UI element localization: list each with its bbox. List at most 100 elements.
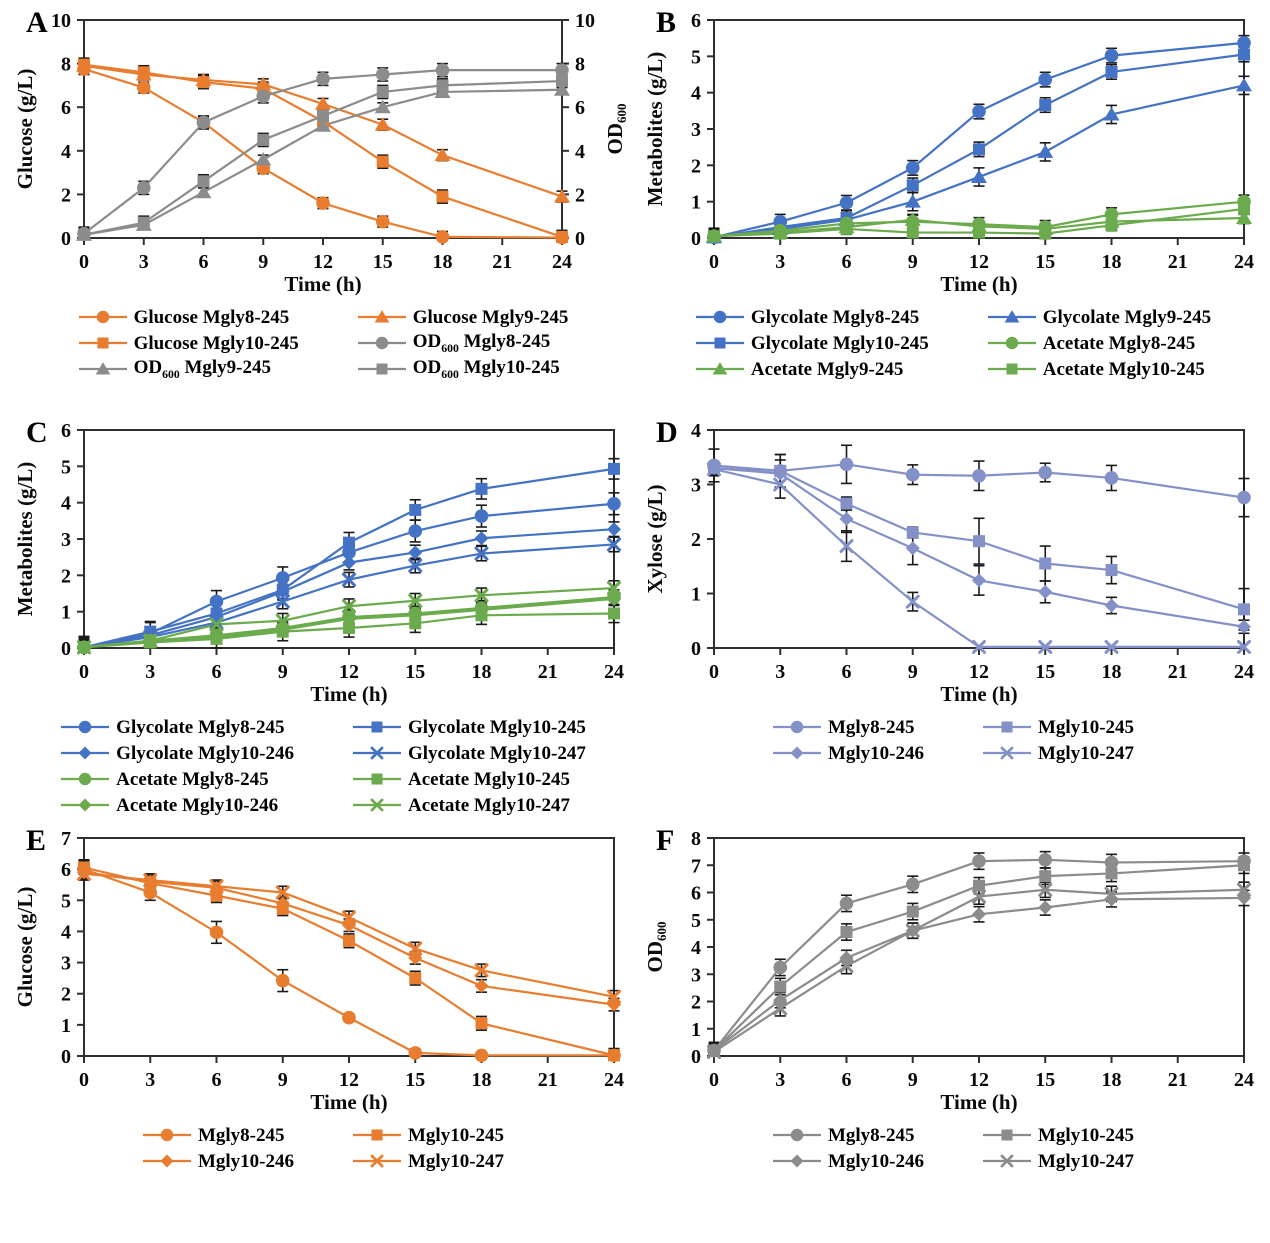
x-tick-label: 15 xyxy=(1035,1069,1055,1091)
x-tick-label: 18 xyxy=(1102,1069,1122,1091)
panel-letter-b: B xyxy=(656,6,677,39)
legend-marker-circle-icon xyxy=(357,336,406,350)
legend-label: Mgly10-246 xyxy=(197,1150,294,1172)
chart-a-legend: Glucose Mgly8-245 Glucose Mgly9-245 Glucos… xyxy=(12,304,634,382)
series-markers-mgly10-247 xyxy=(707,462,1251,654)
legend-item-glycolate-mgly10-245: Glycolate Mgly10-245 xyxy=(695,330,929,356)
x-tick-label: 21 xyxy=(538,1069,558,1091)
x-tick-label: 3 xyxy=(145,661,155,683)
series-markers-mgly10-246 xyxy=(707,890,1251,1058)
legend-marker-triangle-icon xyxy=(78,362,127,375)
legend-marker-square-icon xyxy=(353,773,401,785)
legend-item-mgly10-245: Mgly10-245 xyxy=(352,1122,504,1148)
legend-label: OD600 Mgly8-245 xyxy=(412,330,551,355)
panel-b: B 0 3 6 9 12 15 18 21 24 0 1 2 3 4 5 6 Time (h) Metabolit… xyxy=(642,6,1264,382)
legend-label: Mgly8-245 xyxy=(827,1124,915,1146)
y-tick-label: 3 xyxy=(691,475,701,497)
x-tick-label: 15 xyxy=(405,1069,425,1091)
x-tick-label: 9 xyxy=(278,1069,288,1091)
x-tick-label: 24 xyxy=(604,1069,624,1091)
x-tick-label: 0 xyxy=(709,661,719,683)
series-markers-od600-mgly8-245 xyxy=(77,63,569,241)
chart-f-legend: Mgly8-245 Mgly10-245 Mgly10-246 Mgly10-247 xyxy=(642,1122,1264,1174)
chart-c-legend: Glycolate Mgly8-245 Glycolate Mgly10-245 G… xyxy=(12,714,634,818)
x-tick-label: 6 xyxy=(842,1069,852,1091)
error-bars xyxy=(708,34,1250,239)
y-tick-label: 5 xyxy=(691,46,701,68)
x-axis-label: Time (h) xyxy=(940,272,1017,296)
y-tick-label: 0 xyxy=(61,1046,71,1068)
legend-label: Acetate Mgly10-246 xyxy=(116,794,279,816)
legend-label: OD600 Mgly10-245 xyxy=(412,356,560,381)
series-line-od600-mgly10-245 xyxy=(83,79,563,236)
y-axis-label: Metabolites (g/L) xyxy=(643,52,667,207)
series-line-acetate-mgly10-245 xyxy=(713,207,1245,238)
y-tick-label: 4 xyxy=(61,493,71,515)
legend-item-mgly8-245: Mgly8-245 xyxy=(772,714,924,740)
y-axis-label: Glucose (g/L) xyxy=(13,887,37,1008)
y-tick-label: 6 xyxy=(61,859,71,881)
legend-marker-square-icon xyxy=(695,337,744,349)
legend-label: Mgly10-247 xyxy=(1038,742,1135,764)
x-tick-label: 3 xyxy=(775,1069,785,1091)
x-tick-label: 24 xyxy=(1234,661,1254,683)
y-tick-label-right: 6 xyxy=(575,97,585,119)
x-axis-label: Time (h) xyxy=(940,1090,1017,1114)
legend-item-mgly10-247: Mgly10-247 xyxy=(982,740,1134,766)
legend-item-glycolate-mgly10-246: Glycolate Mgly10-246 xyxy=(60,740,294,766)
legend-marker-x-icon xyxy=(353,746,401,760)
series-line-acetate-mgly10-245 xyxy=(83,612,615,649)
y-axis-label: Glucose (g/L) xyxy=(13,69,37,190)
y-tick-label-right: 2 xyxy=(575,184,585,206)
x-tick-label: 0 xyxy=(79,251,89,273)
y-axis-label: OD600 xyxy=(643,922,669,973)
legend-marker-circle-icon xyxy=(772,1128,821,1142)
x-tick-label: 12 xyxy=(313,251,333,273)
series-line-acetate-mgly10-246 xyxy=(83,597,615,649)
legend-label: Glycolate Mgly8-245 xyxy=(116,716,285,738)
x-tick-label: 12 xyxy=(969,1069,989,1091)
series-line-glycolate-mgly10-247 xyxy=(83,543,615,649)
x-tick-label: 0 xyxy=(79,1069,89,1091)
legend-marker-square-icon xyxy=(353,721,401,733)
y-tick-label: 2 xyxy=(691,529,701,551)
series-line-glucose-mgly9-245 xyxy=(83,64,563,198)
x-tick-label: 9 xyxy=(258,251,268,273)
y-tick-label: 1 xyxy=(691,1019,701,1041)
y-tick-label: 0 xyxy=(691,638,701,660)
panel-letter-a: A xyxy=(26,6,48,39)
y-tick-label: 4 xyxy=(691,420,701,442)
legend-label: Acetate Mgly8-245 xyxy=(1042,332,1196,354)
legend-item-mgly10-246: Mgly10-246 xyxy=(772,1148,924,1174)
y-axis-label-right: OD600 xyxy=(603,104,629,155)
legend-item-acetate-mgly10-247: Acetate Mgly10-247 xyxy=(352,792,586,818)
legend-item-mgly10-245: Mgly10-245 xyxy=(982,714,1134,740)
legend-marker-circle-icon xyxy=(695,310,744,324)
x-tick-label: 9 xyxy=(908,661,918,683)
y-tick-label: 4 xyxy=(691,937,701,959)
series-line-mgly10-245 xyxy=(713,467,1245,611)
legend-item-mgly10-247: Mgly10-247 xyxy=(982,1148,1134,1174)
legend-label: OD600 Mgly9-245 xyxy=(133,356,272,381)
series-line-mgly8-245 xyxy=(83,868,614,1057)
legend-marker-diamond-icon xyxy=(772,746,821,760)
series-markers-mgly10-247 xyxy=(77,866,621,1004)
legend-item-glycolate-mgly8-245: Glycolate Mgly8-245 xyxy=(60,714,294,740)
x-tick-label: 18 xyxy=(472,661,492,683)
x-tick-label: 18 xyxy=(472,1069,492,1091)
legend-marker-circle-icon xyxy=(78,310,127,324)
legend-marker-triangle-icon xyxy=(987,310,1036,323)
panel-e: E 0 3 6 9 12 15 18 21 24 0 1 2 3 4 5 6 7 Time (h) Glucose … xyxy=(12,824,634,1174)
legend-marker-x-icon xyxy=(353,798,401,812)
y-tick-label-right: 8 xyxy=(575,54,585,76)
x-tick-label: 6 xyxy=(212,661,222,683)
x-tick-label: 3 xyxy=(775,661,785,683)
legend-marker-square-icon xyxy=(357,363,406,375)
legend-label: Glucose Mgly8-245 xyxy=(133,306,290,328)
legend-label: Mgly10-246 xyxy=(827,1150,924,1172)
legend-label: Mgly10-247 xyxy=(408,1150,505,1172)
series-line-glycolate-mgly10-245 xyxy=(713,53,1245,239)
